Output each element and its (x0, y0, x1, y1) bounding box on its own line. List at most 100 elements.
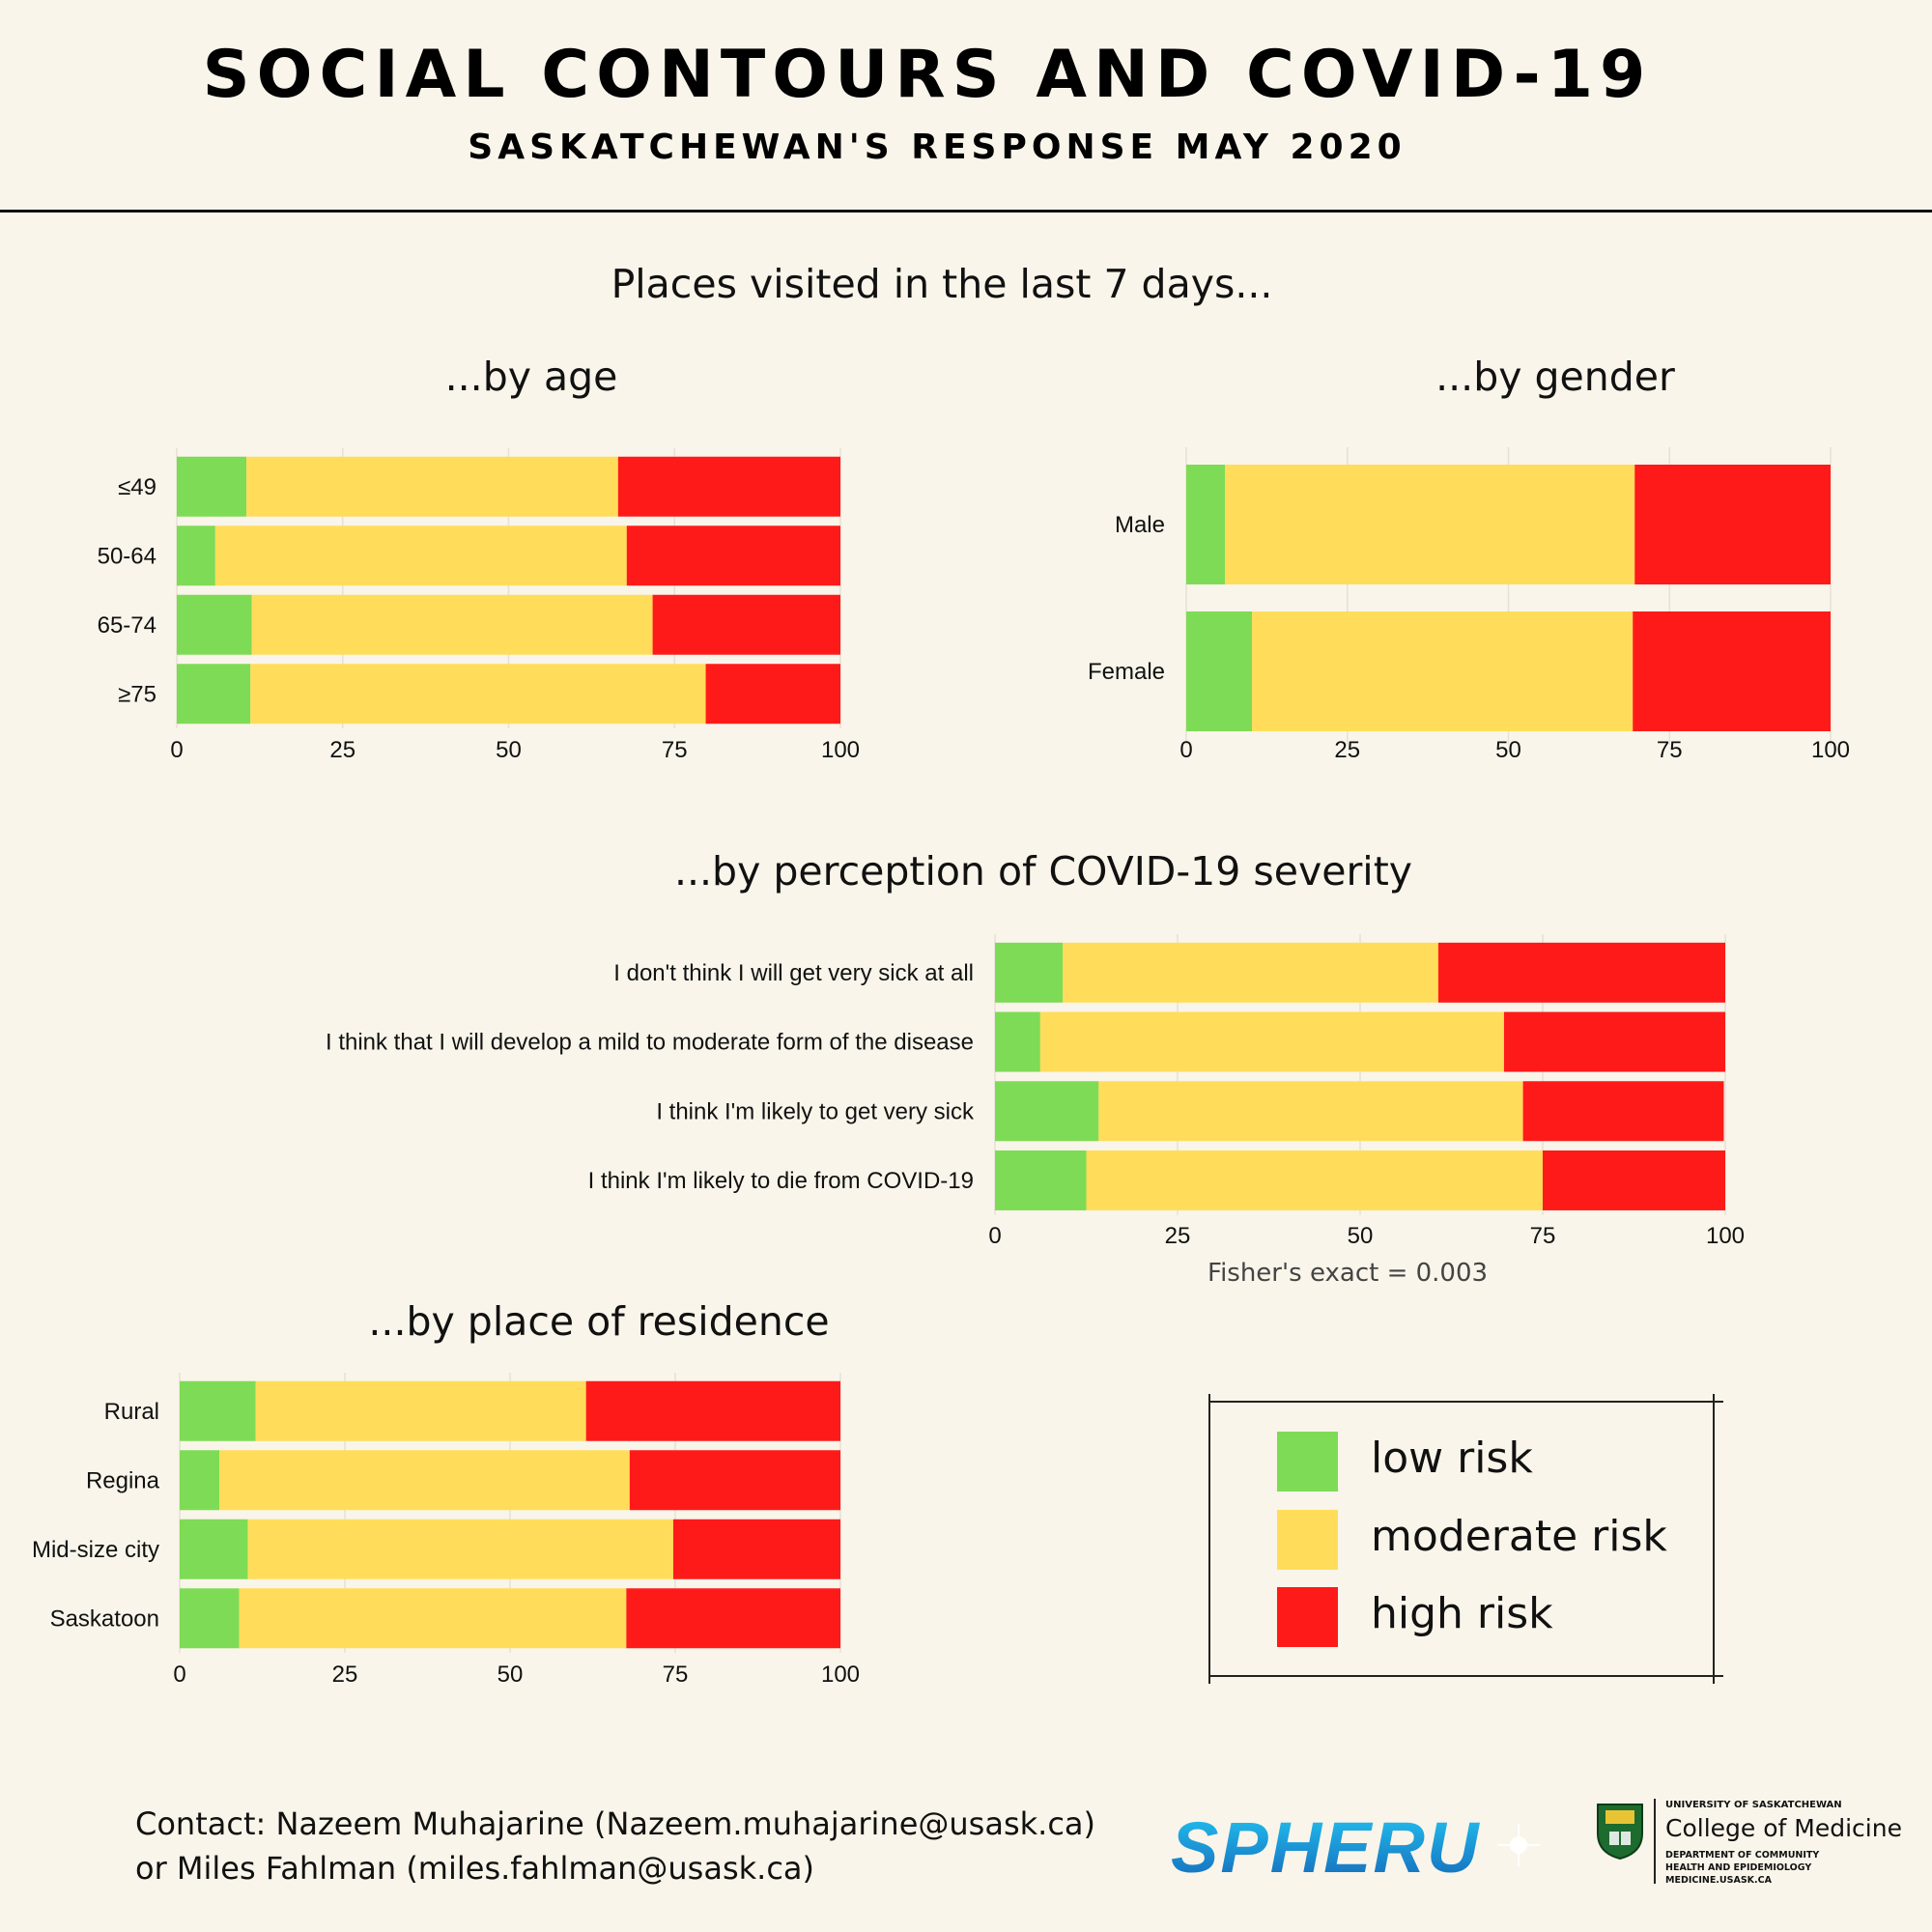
residence-bar-high (585, 1380, 840, 1441)
residence-tick-label: 50 (497, 1662, 524, 1688)
gender-tick-label: 0 (1179, 737, 1192, 763)
perception-bar-moderate (1063, 942, 1438, 1003)
age-bar-low (177, 456, 247, 517)
residence-tick-label: 100 (821, 1662, 860, 1688)
age-tick-label: 0 (170, 737, 183, 763)
age-tick-label: 100 (821, 737, 860, 763)
spheru-logo-text: SPHERU (1171, 1808, 1480, 1886)
residence-bar-high (626, 1588, 840, 1649)
residence-bar-low (180, 1450, 220, 1511)
perception-bar-high (1437, 942, 1725, 1003)
age-category-label: ≤49 (118, 474, 156, 500)
gender-bar-high (1633, 611, 1831, 731)
perception-tick-label: 0 (988, 1223, 1001, 1249)
residence-bar-low (180, 1380, 256, 1441)
age-chart-title: ...by age (444, 354, 618, 400)
legend-swatch-moderate (1277, 1510, 1338, 1570)
residence-category-label: Saskatoon (50, 1605, 159, 1632)
fisher-exact-note: Fisher's exact = 0.003 (1208, 1259, 1489, 1288)
gender-category-label: Female (1088, 659, 1165, 685)
perception-bar-low (995, 1011, 1040, 1072)
gender-bar-low (1186, 611, 1253, 731)
residence-bar-low (180, 1519, 248, 1579)
perception-bar-moderate (1039, 1011, 1504, 1072)
residence-bar-moderate (255, 1380, 586, 1441)
age-bar-high (626, 526, 840, 586)
age-bar-moderate (214, 526, 627, 586)
residence-tick-label: 25 (332, 1662, 358, 1688)
residence-bar-high (629, 1450, 840, 1511)
gender-bar-moderate (1225, 465, 1635, 584)
residence-bar-high (672, 1519, 840, 1579)
legend-label-high: high risk (1371, 1589, 1553, 1638)
age-bar-low (177, 594, 252, 655)
perception-bar-low (995, 942, 1064, 1003)
header-divider (0, 210, 1932, 213)
perception-category-label: I think that I will develop a mild to mo… (326, 1030, 974, 1056)
spheru-logo: SPHERU (1171, 1808, 1540, 1886)
age-bar-low (177, 526, 215, 586)
gender-chart-title: ...by gender (1435, 354, 1675, 400)
residence-category-label: Rural (104, 1399, 159, 1425)
legend-frame (1208, 1394, 1723, 1684)
perception-chart-title: ...by perception of COVID-19 severity (673, 848, 1413, 895)
gender-tick-label: 75 (1657, 737, 1683, 763)
page-subtitle: SASKATCHEWAN'S RESPONSE MAY 2020 (468, 128, 1406, 167)
perception-bar-moderate (1086, 1150, 1543, 1210)
page-title: SOCIAL CONTOURS AND COVID-19 (202, 37, 1653, 113)
age-tick-label: 25 (329, 737, 355, 763)
gender-bar-moderate (1252, 611, 1634, 731)
legend-label-low: low risk (1371, 1434, 1533, 1483)
age-category-label: 65-74 (98, 612, 156, 639)
uofs-name: UNIVERSITY OF SASKATCHEWAN (1665, 1800, 1842, 1810)
main-heading: Places visited in the last 7 days... (611, 261, 1273, 307)
perception-bar-low (995, 1081, 1099, 1142)
perception-bar-high (1522, 1081, 1724, 1142)
perception-category-label: I don't think I will get very sick at al… (613, 960, 974, 986)
perception-category-label: I think I'm likely to die from COVID-19 (588, 1168, 974, 1194)
gender-bar-high (1634, 465, 1831, 584)
gender-tick-label: 25 (1334, 737, 1360, 763)
age-tick-label: 75 (662, 737, 688, 763)
gender-tick-label: 50 (1495, 737, 1521, 763)
age-bar-high (652, 594, 840, 655)
age-category-label: 50-64 (98, 543, 156, 569)
age-bar-moderate (250, 664, 706, 724)
residence-chart-title: ...by place of residence (368, 1298, 830, 1345)
perception-tick-label: 25 (1165, 1223, 1191, 1249)
perception-bar-high (1503, 1011, 1725, 1072)
residence-bar-moderate (247, 1519, 673, 1579)
contact-info: Contact: Nazeem Muhajarine (Nazeem.muhaj… (135, 1802, 1095, 1890)
legend-label-moderate: moderate risk (1371, 1512, 1667, 1561)
age-category-label: ≥75 (118, 681, 156, 707)
residence-category-label: Mid-size city (32, 1537, 159, 1563)
age-bar-moderate (246, 456, 618, 517)
perception-bar-low (995, 1150, 1087, 1210)
age-bar-high (617, 456, 840, 517)
perception-tick-label: 75 (1530, 1223, 1556, 1249)
perception-bar-moderate (1098, 1081, 1523, 1142)
residence-category-label: Regina (86, 1467, 160, 1493)
gender-bar-low (1186, 465, 1226, 584)
gender-category-label: Male (1115, 512, 1165, 538)
residence-tick-label: 0 (173, 1662, 185, 1688)
legend-swatch-low (1277, 1432, 1338, 1492)
residence-tick-label: 75 (663, 1662, 689, 1688)
college-name: College of Medicine (1665, 1814, 1902, 1842)
perception-category-label: I think I'm likely to get very sick (656, 1098, 975, 1124)
age-bar-low (177, 664, 251, 724)
residence-bar-low (180, 1588, 240, 1649)
legend-swatch-high (1277, 1587, 1338, 1647)
residence-bar-moderate (239, 1588, 627, 1649)
uofs-crest-icon (1597, 1804, 1643, 1861)
residence-bar-moderate (219, 1450, 630, 1511)
department-name: DEPARTMENT OF COMMUNITY HEALTH AND EPIDE… (1665, 1850, 1820, 1886)
gender-tick-label: 100 (1811, 737, 1850, 763)
uofs-divider (1654, 1799, 1656, 1884)
perception-tick-label: 50 (1348, 1223, 1374, 1249)
perception-bar-high (1543, 1150, 1725, 1210)
age-bar-high (705, 664, 840, 724)
contact-line-2: or Miles Fahlman (miles.fahlman@usask.ca… (135, 1850, 815, 1887)
age-tick-label: 50 (496, 737, 522, 763)
